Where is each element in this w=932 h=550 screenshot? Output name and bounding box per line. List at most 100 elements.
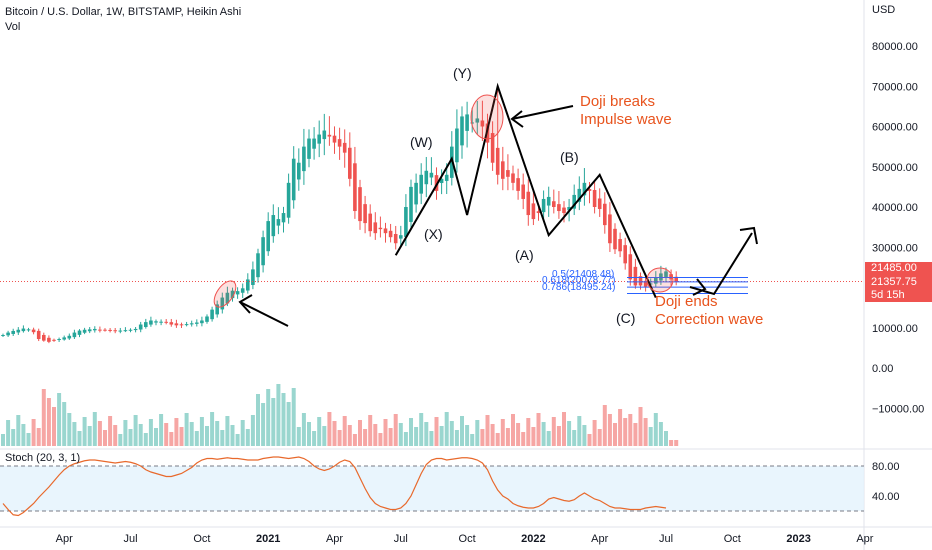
fib-label-0-786: 0.786(18495.24) <box>542 282 616 293</box>
volume-bar <box>194 431 199 446</box>
small-arrowhead <box>692 278 707 296</box>
wave-label-c: (C) <box>616 310 636 326</box>
candle-body <box>246 279 250 291</box>
candle-body <box>31 329 36 333</box>
candle-body <box>429 172 434 178</box>
volume-bar <box>205 426 209 446</box>
candle-body <box>506 170 510 177</box>
candle-body <box>623 245 627 264</box>
volume-bar <box>286 402 291 446</box>
volume-bar <box>454 430 459 446</box>
volume-bar <box>301 413 306 446</box>
candle-body <box>531 203 536 220</box>
doji-highlight-bottom <box>646 267 674 293</box>
volume-bar <box>250 415 255 446</box>
volume-bar <box>118 434 123 446</box>
volume-bar <box>378 433 383 446</box>
candle-body <box>52 339 56 341</box>
volume-bar <box>36 428 41 446</box>
candle-body <box>465 114 469 131</box>
volume-bar <box>215 421 220 446</box>
volume-bar <box>546 431 551 446</box>
candle-body <box>327 134 332 137</box>
volume-bar <box>653 413 658 446</box>
candle-body <box>368 213 372 232</box>
time-tick-label: Jul <box>123 533 137 545</box>
volume-bar <box>536 413 541 446</box>
candle-body <box>312 138 316 149</box>
volume-bar <box>674 440 679 446</box>
candle-body <box>149 320 153 325</box>
volume-bar <box>424 422 429 446</box>
wave-label-x: (X) <box>424 226 443 242</box>
volume-bar <box>582 425 587 446</box>
candle-body <box>490 133 495 163</box>
price-tick-label: 40000.00 <box>872 202 918 214</box>
volume-bar <box>337 430 342 446</box>
candle-body <box>603 203 607 226</box>
wave-path <box>394 82 657 298</box>
volume-bar <box>587 434 592 446</box>
candle-body <box>266 221 270 252</box>
chart-title: Bitcoin / U.S. Dollar, 1W, BITSTAMP, Hei… <box>5 6 242 18</box>
doji-ends-label-line1: Doji ends <box>655 293 718 310</box>
volume-bar <box>633 423 638 446</box>
volume-bar <box>143 433 148 446</box>
volume-bar <box>41 389 46 446</box>
candle-body <box>322 130 327 140</box>
volume-bar <box>148 419 153 446</box>
volume-bar <box>72 422 77 446</box>
volume-bar <box>266 389 271 446</box>
doji-breaks-label-line2: Impulse wave <box>580 111 672 128</box>
doji-highlight-2020 <box>213 280 237 308</box>
candle-body <box>638 276 643 286</box>
candle-body <box>480 120 485 127</box>
candle-body <box>577 188 582 202</box>
candle-body <box>648 283 653 285</box>
volume-bar <box>296 427 301 446</box>
price-tick-label: −10000.00 <box>872 403 924 415</box>
stoch-tick-label: 40.00 <box>872 491 900 503</box>
arrowhead-left-doji <box>238 294 253 314</box>
volume-bar <box>322 426 327 446</box>
candle-body <box>674 276 678 282</box>
candle-body <box>424 170 429 185</box>
candle-body <box>42 334 46 341</box>
candle-body <box>87 329 92 332</box>
time-tick-label: Oct <box>459 533 476 545</box>
candle-body <box>409 186 413 222</box>
time-tick-label: Jul <box>659 533 673 545</box>
volume-bar <box>592 420 597 446</box>
candle-body <box>475 118 480 123</box>
volume-bar <box>480 429 485 446</box>
volume-bar <box>567 421 572 446</box>
volume-bar <box>52 407 56 446</box>
volume-bar <box>521 432 526 446</box>
candle-body <box>123 330 128 332</box>
volume-bar <box>87 426 92 446</box>
candle-body <box>419 174 423 194</box>
volume-bar <box>108 416 113 446</box>
candle-body <box>358 187 362 222</box>
volume-bar <box>465 425 470 446</box>
candle-body <box>271 215 276 237</box>
candle-body <box>235 291 240 295</box>
volume-bar <box>551 417 556 446</box>
volume-bar <box>128 429 133 446</box>
candles <box>1 90 678 344</box>
stoch-line <box>2 456 667 517</box>
candle-body <box>353 163 357 212</box>
candle-body <box>460 116 464 146</box>
volume-bar <box>511 414 515 446</box>
volume-bar <box>159 414 164 446</box>
volume-bar <box>434 417 439 446</box>
volume-bar <box>67 413 72 446</box>
candle-body <box>276 219 281 226</box>
volume-bar <box>526 418 531 446</box>
arrow-doji-breaks <box>511 105 574 120</box>
candle-body <box>189 323 194 325</box>
candle-body <box>664 271 668 277</box>
candle-body <box>128 329 133 331</box>
candle-body <box>195 322 199 324</box>
